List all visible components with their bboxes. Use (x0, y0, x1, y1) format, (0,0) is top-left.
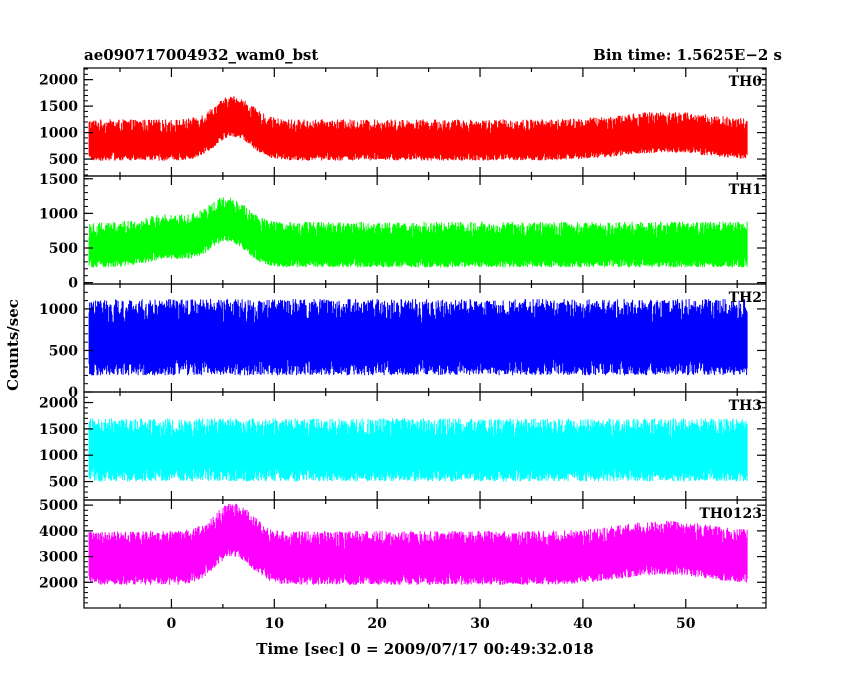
panel-label-th0123: TH0123 (699, 506, 762, 522)
y-tick-label: 500 (49, 152, 78, 168)
y-tick-label: 500 (49, 241, 78, 257)
x-tick-label: 0 (167, 616, 177, 632)
series-th0123 (88, 503, 748, 585)
y-tick-label: 1500 (39, 172, 78, 188)
series-th1 (88, 197, 748, 268)
y-tick-label: 1000 (39, 448, 78, 464)
panel-frame (83, 499, 767, 609)
series-th0 (88, 96, 748, 161)
panel-th1: 0 500 1000 1500 TH1 (39, 172, 767, 292)
y-tick-label: 4000 (39, 524, 78, 540)
y-tick-label: 1000 (39, 302, 78, 318)
panels-group: 500 1000 1500 2000 TH0 0 500 1000 1500 TH1 0 500 100… (39, 67, 767, 609)
panel-th2: 0 500 1000 TH2 (39, 283, 767, 401)
y-tick-label: 1000 (39, 206, 78, 222)
x-tick-label: 50 (676, 616, 696, 632)
panel-label-th1: TH1 (729, 182, 762, 198)
y-tick-label: 0 (68, 276, 78, 292)
series-th3 (88, 418, 748, 482)
series-th2 (88, 299, 748, 376)
panel-th0123: 2000 3000 4000 5000 TH0123 (39, 498, 767, 609)
panel-label-th0: TH0 (729, 74, 763, 90)
y-tick-label: 3000 (39, 550, 78, 566)
x-tick-label: 30 (470, 616, 490, 632)
y-tick-label: 2000 (39, 73, 78, 89)
x-tick-labels: 0 10 20 30 40 50 (167, 616, 696, 632)
y-tick-label: 1500 (39, 99, 78, 115)
y-tick-label: 500 (49, 475, 78, 491)
panel-label-th2: TH2 (729, 290, 762, 306)
chart-title-right: Bin time: 1.5625E−2 s (593, 46, 782, 64)
y-tick-label: 1000 (39, 126, 78, 142)
panel-th0: 500 1000 1500 2000 TH0 (39, 67, 767, 177)
panel-th3: 500 1000 1500 2000 TH3 (39, 391, 767, 501)
y-tick-label: 2000 (39, 396, 78, 412)
x-axis-label: Time [sec] 0 = 2009/07/17 00:49:32.018 (256, 640, 593, 658)
x-tick-label: 10 (265, 616, 285, 632)
x-tick-label: 40 (573, 616, 593, 632)
y-tick-label: 500 (49, 343, 78, 359)
y-tick-label: 5000 (39, 498, 78, 514)
y-axis-label: Counts/sec (4, 299, 22, 391)
y-tick-label: 0 (68, 385, 78, 401)
y-tick-label: 1500 (39, 422, 78, 438)
chart-title-left: ae090717004932_wam0_bst (84, 46, 318, 64)
panel-label-th3: TH3 (729, 398, 762, 414)
x-tick-label: 20 (367, 616, 387, 632)
y-tick-label: 2000 (39, 575, 78, 591)
